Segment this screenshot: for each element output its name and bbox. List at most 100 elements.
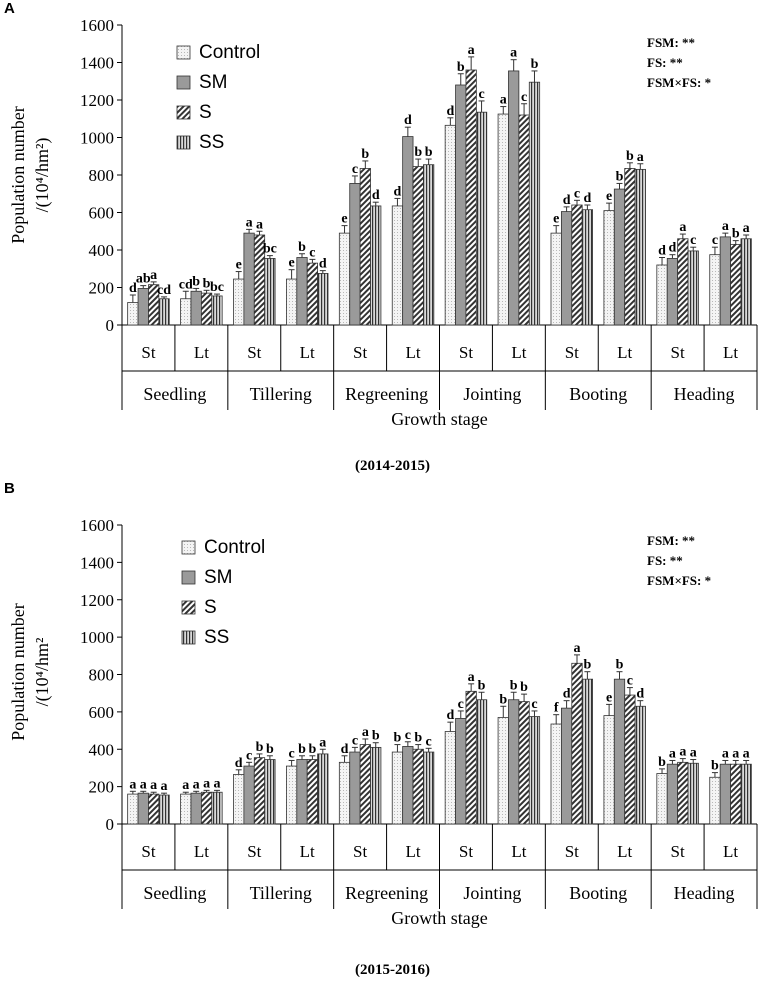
bar-sm [243, 765, 255, 825]
significance-letter: c [478, 87, 484, 102]
bar-control [497, 717, 509, 825]
significance-letter: b [414, 731, 422, 746]
bar-s [412, 748, 424, 825]
significance-letter: b [732, 227, 740, 242]
bar-ss [581, 209, 593, 326]
y-axis-label-line2: /(10⁴/hm²) [32, 138, 53, 213]
significance-letter: bc [210, 280, 224, 295]
bar-sm [296, 257, 308, 326]
significance-letter: b [414, 145, 422, 160]
bar-control [550, 723, 562, 825]
significance-letter: e [288, 256, 294, 271]
significance-letter: b [583, 658, 591, 673]
significance-letter: b [616, 658, 624, 673]
bar-s [306, 262, 319, 326]
subcategory-label: Lt [405, 343, 420, 362]
bar-control [444, 124, 456, 326]
bar-s [571, 662, 583, 825]
bar-ss [528, 81, 541, 326]
y-tick-label: 1200 [80, 591, 114, 610]
significance-letter: e [553, 212, 559, 227]
bar-ss [634, 168, 646, 326]
y-tick-label: 1000 [80, 129, 114, 148]
bar-s [200, 292, 213, 326]
y-tick-label: 400 [89, 740, 115, 759]
stage-label: Heading [674, 384, 735, 404]
x-axis-label: Growth stage [391, 409, 487, 429]
significance-letter: b [510, 678, 518, 693]
significance-letter: a [679, 745, 686, 760]
bar-control [444, 731, 456, 825]
bar-control [233, 774, 245, 825]
bar-s [148, 793, 160, 825]
significance-letter: b [520, 680, 528, 695]
significance-letter: cd [179, 277, 193, 292]
bar-control [391, 751, 404, 825]
bar-control [656, 264, 668, 326]
significance-letter: a [669, 746, 676, 761]
significance-letter: a [256, 217, 263, 232]
significance-letter: c [352, 162, 358, 177]
legend-label: Control [204, 537, 265, 558]
significance-letter: b [711, 759, 719, 774]
subcategory-label: St [141, 842, 155, 861]
significance-letter: a [722, 746, 729, 761]
subcategory-label: Lt [617, 343, 632, 362]
y-tick-label: 1600 [80, 16, 114, 35]
y-tick-label: 1400 [80, 54, 114, 73]
significance-letter: d [583, 191, 591, 206]
y-tick-label: 800 [89, 666, 115, 685]
bar-control [656, 773, 668, 825]
y-axis-label-line1: Population number [8, 603, 28, 741]
bar-sm [666, 258, 679, 326]
panel-b-chart: 0 200 400 600 800 1000 1200 1400 1600 Population … [8, 516, 758, 928]
bar-sm [613, 188, 626, 326]
significance-letter: ab [136, 272, 151, 287]
bar-ss [581, 678, 593, 825]
significance-letter: d [636, 687, 644, 702]
significance-letter: a [193, 777, 200, 792]
bar-sm [560, 707, 573, 825]
panel-b-title: (2015-2016) [355, 962, 430, 978]
bar-ss [528, 716, 541, 825]
significance-letter: d [129, 281, 137, 296]
stage-label: Regreening [345, 384, 428, 404]
bar-s [677, 761, 689, 825]
significance-letter: b [478, 678, 486, 693]
significance-letter: b [266, 742, 274, 757]
bar-sm [719, 763, 731, 825]
bar-ss [264, 759, 276, 825]
bar-control [709, 254, 721, 326]
legend-label: SM [199, 72, 228, 93]
significance-letter: b [192, 274, 200, 289]
significance-letter: b [298, 240, 306, 255]
significance-letter: a [140, 777, 147, 792]
significance-letter: c [521, 90, 527, 105]
significance-letter: b [256, 740, 264, 755]
significance-letter: d [319, 257, 327, 272]
bar-ss [317, 273, 329, 326]
legend-swatch-s [181, 600, 196, 615]
significance-letter: f [554, 701, 559, 716]
bar-ss [423, 164, 435, 326]
legend-label: SM [204, 567, 233, 588]
significance-letter: e [236, 258, 242, 273]
legend-label: S [199, 102, 212, 123]
significance-letter: d [341, 742, 349, 757]
significance-letter: a [203, 776, 210, 791]
bar-sm [137, 792, 149, 825]
subcategory-label: Lt [511, 343, 526, 362]
significance-letter: a [732, 746, 739, 761]
subcategory-label: St [353, 842, 367, 861]
significance-letter: a [468, 670, 475, 685]
panel-letter-b: B [4, 480, 15, 497]
stage-label: Booting [569, 883, 627, 903]
legend-label: SS [199, 132, 224, 153]
y-tick-label: 600 [89, 204, 115, 223]
significance-letter: c [574, 186, 580, 201]
subcategory-label: Lt [300, 842, 315, 861]
stage-label: Tillering [250, 384, 312, 404]
legend-swatch-s [176, 105, 191, 120]
bar-s [624, 168, 636, 326]
significance-letter: a [362, 725, 369, 740]
